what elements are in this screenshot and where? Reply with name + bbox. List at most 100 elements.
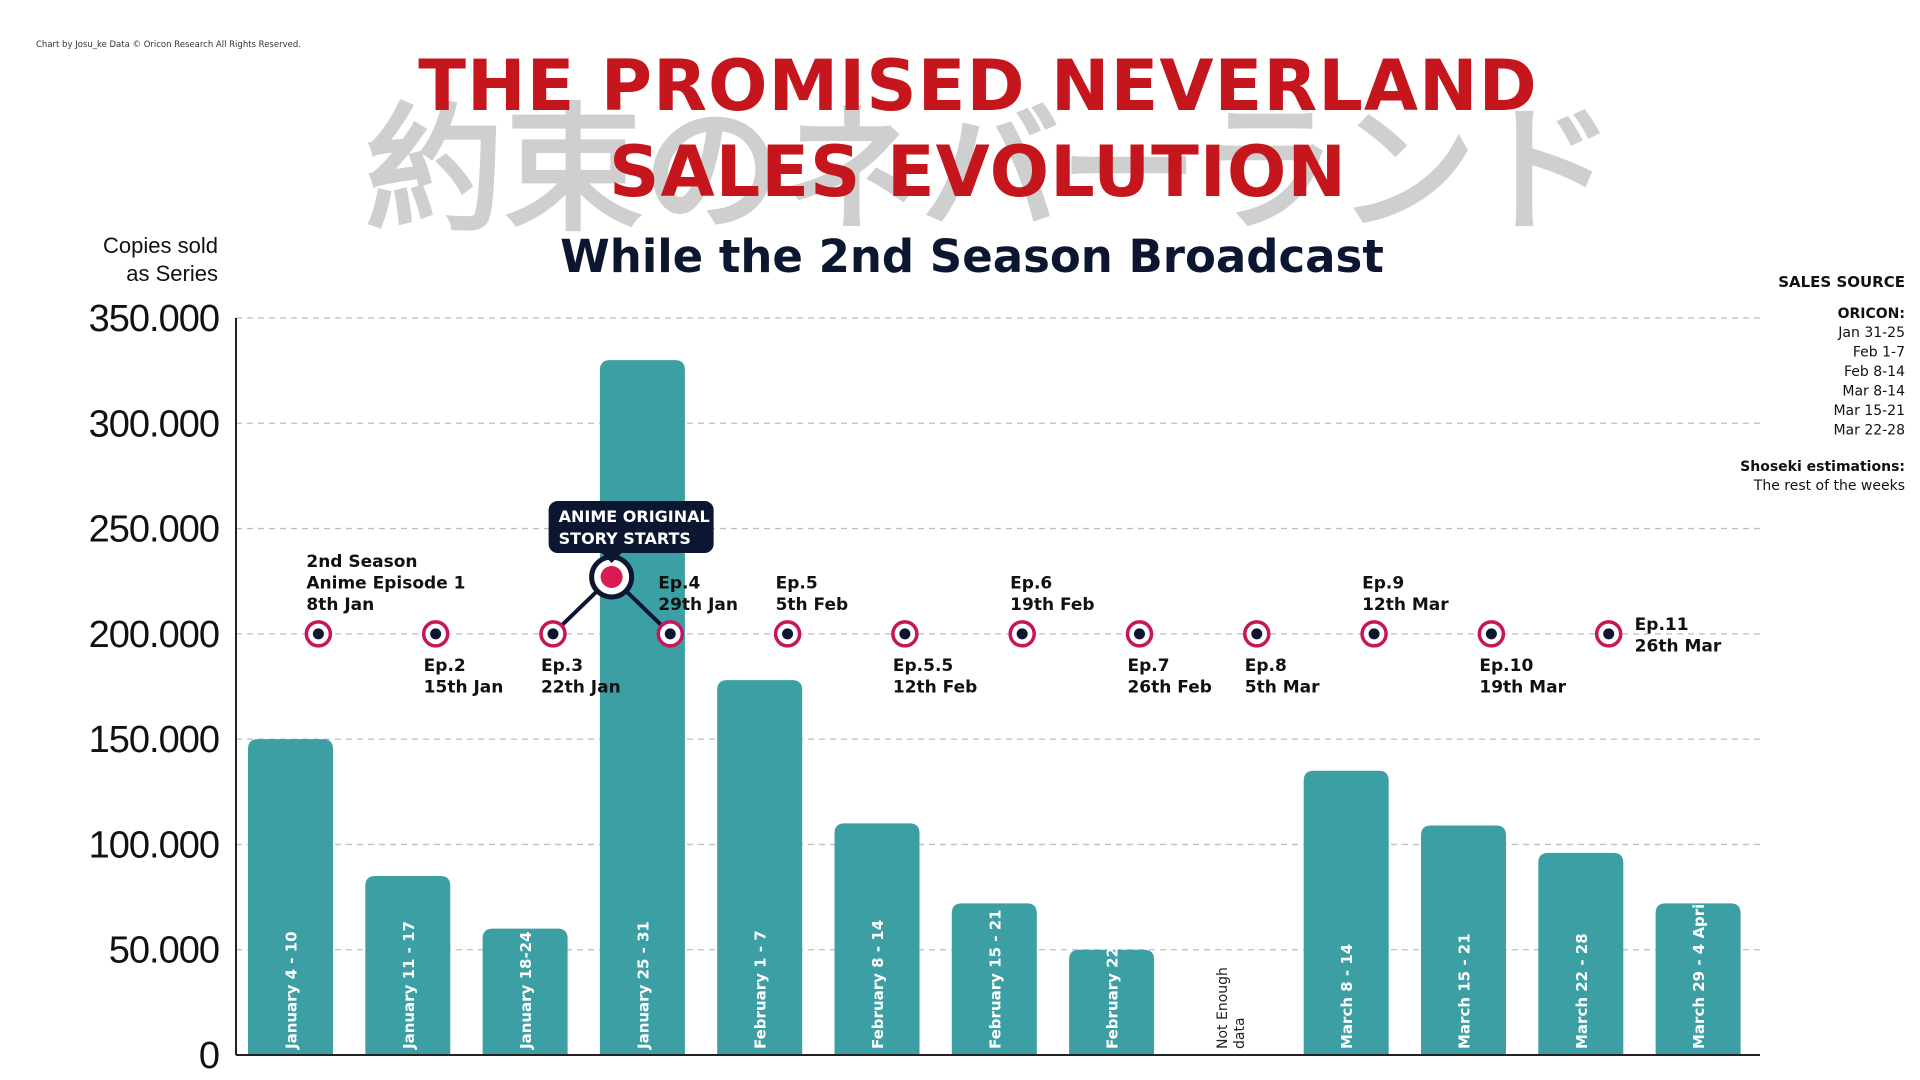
bar-5 xyxy=(834,823,920,1055)
chart-title-line-2: SALES EVOLUTION xyxy=(609,131,1347,213)
y-tick-label-7: 350.000 xyxy=(89,298,219,340)
y-tick-label-6: 300.000 xyxy=(89,403,219,445)
y-tick-label-2: 100.000 xyxy=(89,824,219,866)
annotation-box-pointer xyxy=(601,553,622,564)
episode-label-9-line-1: Ep.9 xyxy=(1362,573,1404,593)
category-label-3: January 25 - 31 xyxy=(634,921,652,1050)
episode-marker-dot-8 xyxy=(1251,628,1263,640)
chart-subtitle: While the 2nd Season Broadcast xyxy=(560,230,1384,283)
category-label-12: March 29 - 4 April xyxy=(1690,899,1708,1049)
episode-label-9-line-2: 12th Mar xyxy=(1362,595,1449,615)
category-label-4: February 1 - 7 xyxy=(752,930,770,1049)
episode-label-10-line-1: Ep.10 xyxy=(1479,656,1533,676)
category-label-7: February 22-28 xyxy=(1104,920,1122,1049)
episode-label-1-line-1: Ep.2 xyxy=(424,656,466,676)
bar-12 xyxy=(1655,903,1741,1055)
episode-label-4-line-2: 5th Feb xyxy=(776,595,849,615)
episode-label-3-line-2: 29th Jan xyxy=(658,595,738,615)
episode-label-6-line-1: Ep.6 xyxy=(1010,573,1052,593)
episode-label-2-line-2: 22th Jan xyxy=(541,677,621,697)
annotation-text-line-1: ANIME ORIGINAL xyxy=(559,507,710,526)
oricon-week-2: Feb 8-14 xyxy=(1844,364,1905,380)
episode-label-3-line-1: Ep.4 xyxy=(658,573,700,593)
annotation-box xyxy=(548,501,714,554)
annotation-dot xyxy=(600,566,623,589)
episode-label-10-line-2: 19th Mar xyxy=(1479,677,1566,697)
category-label-8-line-1: Not Enough xyxy=(1215,967,1231,1049)
chart-title-line-1: THE PROMISED NEVERLAND xyxy=(418,45,1537,127)
episode-label-5-line-2: 12th Feb xyxy=(893,677,977,697)
grid-lines xyxy=(236,317,1760,951)
y-tick-label-4: 200.000 xyxy=(89,614,219,656)
y-tick-label-1: 50.000 xyxy=(109,930,219,972)
bar-2 xyxy=(482,928,568,1055)
bar-6 xyxy=(951,903,1037,1055)
category-labels: January 4 - 10 January 11 - 17 January 18-… xyxy=(283,899,1709,1050)
oricon-heading: ORICON: xyxy=(1838,306,1905,322)
bar-10 xyxy=(1421,825,1506,1055)
episode-label-11-line-1: Ep.11 xyxy=(1635,615,1689,635)
episode-label-4-line-1: Ep.5 xyxy=(776,573,818,593)
episode-marker-dot-7 xyxy=(1133,628,1145,640)
episode-label-6-line-2: 19th Feb xyxy=(1010,595,1094,615)
episode-label-0-line-1: 2nd Season xyxy=(306,552,417,572)
episode-label-1-line-2: 15th Jan xyxy=(424,677,504,697)
episode-marker-dot-11 xyxy=(1603,628,1615,640)
episode-label-7-line-2: 26th Feb xyxy=(1127,677,1211,697)
oricon-week-4: Mar 15-21 xyxy=(1833,403,1905,419)
category-label-11: March 22 - 28 xyxy=(1573,933,1591,1049)
sales-source-title: SALES SOURCE xyxy=(1778,273,1905,291)
background-japanese-title: 約束のネバーランド xyxy=(365,90,1615,251)
episode-label-0-line-3: 8th Jan xyxy=(306,595,374,615)
y-tick-label-3: 150.000 xyxy=(89,719,219,761)
y-axis-label-line-1: Copies sold xyxy=(103,233,218,258)
category-label-6: February 15 - 21 xyxy=(986,909,1004,1049)
y-tick-label-0: 0 xyxy=(199,1035,219,1077)
bar-1 xyxy=(365,876,451,1055)
category-label-0: January 4 - 10 xyxy=(283,931,301,1050)
episode-marker-dot-1 xyxy=(430,628,442,640)
episode-marker-dot-6 xyxy=(1016,628,1028,640)
bar-11 xyxy=(1538,852,1624,1055)
category-label-10: March 15 - 21 xyxy=(1456,933,1474,1049)
oricon-week-3: Mar 8-14 xyxy=(1842,384,1905,400)
oricon-week-0: Jan 31-25 xyxy=(1837,325,1905,341)
bar-9 xyxy=(1303,770,1389,1055)
episode-marker-dot-5 xyxy=(899,628,911,640)
episode-marker-dot-4 xyxy=(782,628,794,640)
episode-label-8-line-2: 5th Mar xyxy=(1245,677,1320,697)
y-axis-label-line-2: as Series xyxy=(126,261,218,286)
episode-marker-dot-9 xyxy=(1368,628,1380,640)
category-label-1: January 11 - 17 xyxy=(400,921,418,1050)
bars xyxy=(248,360,1741,1056)
category-label-5: February 8 - 14 xyxy=(869,920,887,1049)
shoseki-heading: Shoseki estimations: xyxy=(1740,459,1905,475)
sales-source-panel: SALES SOURCE ORICON: Jan 31-25 Feb 1-7 Feb… xyxy=(1740,273,1905,494)
shoseki-text: The rest of the weeks xyxy=(1753,478,1905,494)
bar-0 xyxy=(248,739,333,1055)
bar-7 xyxy=(1069,949,1155,1055)
y-axis-ticks: 0 50.000 100.000 150.000 200.000 250.000 300.0… xyxy=(89,298,220,1077)
episode-marker-dot-2 xyxy=(547,628,559,640)
category-label-2: January 18-24 xyxy=(517,931,535,1050)
oricon-week-5: Mar 22-28 xyxy=(1833,423,1905,439)
category-label-9: March 8 - 14 xyxy=(1338,944,1356,1049)
category-label-8-line-2: data xyxy=(1232,1017,1248,1049)
episode-marker-dot-3 xyxy=(664,628,676,640)
episode-label-8-line-1: Ep.8 xyxy=(1245,656,1287,676)
bar-4 xyxy=(717,680,803,1055)
episode-marker-dot-0 xyxy=(312,628,324,640)
chart-credit: Chart by Josu_ke Data © Oricon Research … xyxy=(36,40,301,50)
oricon-weeks-list: Jan 31-25 Feb 1-7 Feb 8-14 Mar 8-14 Mar 15-2… xyxy=(1833,325,1905,439)
episode-label-2-line-1: Ep.3 xyxy=(541,656,583,676)
annotation-text-line-2: STORY STARTS xyxy=(559,529,691,548)
y-tick-label-5: 250.000 xyxy=(89,509,219,551)
episode-label-7-line-1: Ep.7 xyxy=(1127,656,1169,676)
episode-label-0-line-2: Anime Episode 1 xyxy=(306,573,465,593)
episode-marker-dot-10 xyxy=(1485,628,1497,640)
episode-label-5-line-1: Ep.5.5 xyxy=(893,656,953,676)
episode-label-11-line-2: 26th Mar xyxy=(1635,636,1722,656)
oricon-week-1: Feb 1-7 xyxy=(1853,345,1905,361)
